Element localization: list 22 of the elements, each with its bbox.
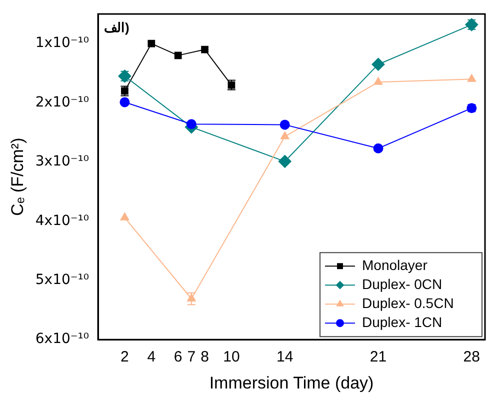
legend-label: Monolayer — [362, 256, 428, 273]
legend-label: Duplex- 0CN — [362, 276, 442, 292]
y-tick-label: 3x10⁻¹⁰ — [35, 154, 90, 170]
x-tick-label: 8 — [200, 348, 209, 366]
x-tick-label: 4 — [147, 348, 156, 366]
annotation: الف) — [104, 20, 130, 36]
x-tick-label: 14 — [276, 348, 294, 366]
x-tick-label: 28 — [463, 348, 480, 366]
x-tick-label: 10 — [223, 348, 240, 366]
y-tick-label: 5x10⁻¹⁰ — [35, 272, 90, 288]
y-tick-label: 1x10⁻¹⁰ — [35, 35, 90, 52]
legend-label: Duplex- 1CN — [362, 314, 442, 330]
x-tick-label: 7 — [187, 348, 196, 366]
x-tick-label: 2 — [120, 348, 129, 366]
x-tick-label: 21 — [370, 348, 387, 366]
x-tick-label: 6 — [174, 348, 182, 366]
y-tick-label: 4x10⁻¹⁰ — [35, 212, 90, 229]
x-axis-title: Immersion Time (day) — [209, 373, 374, 392]
y-axis-title: Cₑ (F/cm²) — [8, 138, 27, 216]
legend-label: Duplex- 0.5CN — [362, 294, 454, 311]
y-tick-label: 2x10⁻¹⁰ — [35, 94, 90, 110]
y-tick-label: 6x10⁻¹⁰ — [35, 331, 90, 348]
